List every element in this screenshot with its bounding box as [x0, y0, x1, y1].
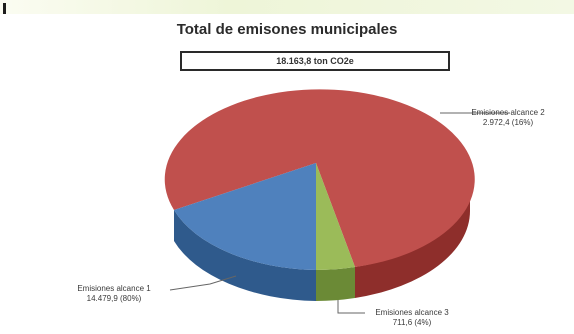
- label-alcance-3-name: Emisiones alcance 3: [375, 308, 449, 317]
- label-alcance-2-name: Emisiones alcance 2: [471, 108, 545, 117]
- leader-line-alcance-3: [337, 300, 365, 314]
- chart-title: Total de emisones municipales: [176, 21, 398, 38]
- leader-line-alcance-1: [169, 275, 237, 291]
- pie-slice-side-alcance-1: [174, 210, 316, 301]
- pie-slice-alcance-1: [174, 163, 316, 270]
- pie-slice-alcance-2: [164, 89, 475, 267]
- cursor-mark: [3, 3, 6, 14]
- label-alcance-1-value: 14.479,9 (80%): [86, 294, 142, 303]
- label-alcance-2-value: 2.972,4 (16%): [482, 118, 534, 127]
- label-alcance-3: Emisiones alcance 3 711,6 (4%): [356, 308, 468, 328]
- pie-slice-side-alcance-3: [316, 267, 355, 301]
- total-emissions-box: 18.163,8 ton CO2e: [180, 51, 450, 71]
- pie-slice-side-alcance-2: [355, 180, 471, 298]
- label-alcance-2: Emisiones alcance 2 2.972,4 (16%): [452, 108, 564, 128]
- label-alcance-1-name: Emisiones alcance 1: [77, 284, 151, 293]
- label-alcance-3-value: 711,6 (4%): [392, 318, 432, 327]
- top-banner-strip: [0, 0, 574, 14]
- label-alcance-1: Emisiones alcance 1 14.479,9 (80%): [58, 284, 170, 304]
- pie-slice-alcance-3: [316, 163, 355, 270]
